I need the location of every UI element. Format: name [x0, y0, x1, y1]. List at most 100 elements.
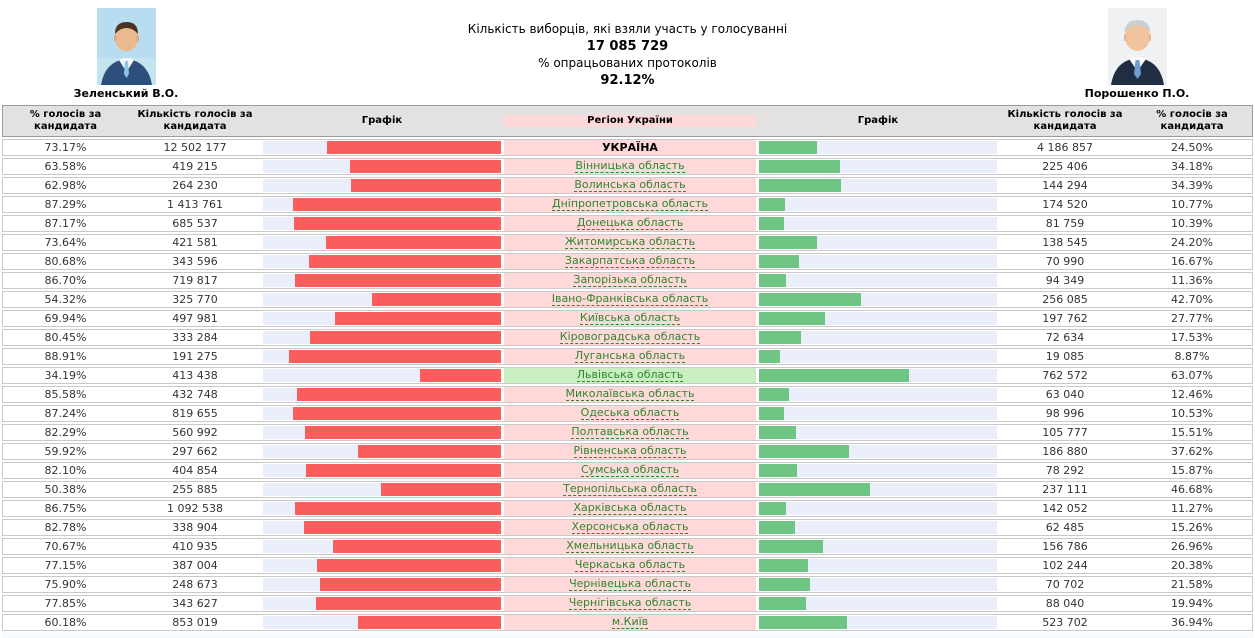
poroshenko-bar-track — [759, 445, 997, 458]
region-link[interactable]: Кіровоградська область — [559, 330, 701, 344]
zelensky-graph-cell — [262, 520, 502, 535]
region-link[interactable]: Івано-Франківська область — [551, 292, 709, 306]
poroshenko-votes: 62 485 — [1045, 521, 1085, 534]
region-link[interactable]: Донецька область — [576, 216, 684, 230]
zelensky-graph-cell — [262, 235, 502, 250]
zelensky-pct: 87.29% — [44, 198, 87, 211]
zelensky-pct: 80.68% — [44, 255, 87, 268]
zelensky-bar-track — [263, 388, 501, 401]
poroshenko-votes: 144 294 — [1042, 179, 1088, 192]
region-link[interactable]: Київська область — [579, 311, 681, 325]
region-link[interactable]: Рівненська область — [573, 444, 687, 458]
poroshenko-bar-track — [759, 179, 997, 192]
poroshenko-bar-track — [759, 198, 997, 211]
zelensky-votes: 387 004 — [172, 559, 218, 572]
poroshenko-bar — [759, 559, 808, 572]
zelensky-votes: 719 817 — [172, 274, 218, 287]
region-link[interactable]: Запорізька область — [573, 273, 687, 287]
poroshenko-graph-cell — [758, 235, 998, 250]
region-link[interactable]: Черкаська область — [574, 558, 686, 572]
zelensky-votes: 497 981 — [172, 312, 218, 325]
zelensky-bar-track — [263, 274, 501, 287]
zelensky-graph-cell — [262, 577, 502, 592]
zelensky-bar — [305, 426, 501, 439]
region-link[interactable]: Луганська область — [574, 349, 686, 363]
candidate-left-name: Зеленський В.О. — [73, 87, 179, 100]
poroshenko-votes: 762 572 — [1042, 369, 1088, 382]
zelensky-bar-track — [263, 331, 501, 344]
zelensky-graph-cell — [262, 292, 502, 307]
region-total-label: УКРАЇНА — [602, 140, 658, 154]
protocols-label: % опрацьованих протоколів — [538, 56, 717, 70]
zelensky-bar-track — [263, 597, 501, 610]
region-link[interactable]: Миколаївська область — [565, 387, 695, 401]
zelensky-bar — [358, 445, 501, 458]
poroshenko-graph-cell — [758, 387, 998, 402]
region-cell: Львівська область — [504, 368, 756, 383]
zelensky-bar-track — [263, 369, 501, 382]
zelensky-pct: 73.64% — [44, 236, 87, 249]
region-cell: Сумська область — [504, 463, 756, 478]
zelensky-pct: 54.32% — [44, 293, 87, 306]
poroshenko-pct: 10.53% — [1171, 407, 1213, 420]
poroshenko-pct: 24.50% — [1171, 141, 1213, 154]
zelensky-pct: 63.58% — [44, 160, 87, 173]
zelensky-bar — [325, 236, 501, 249]
poroshenko-pct: 11.36% — [1171, 274, 1213, 287]
region-cell: м.Київ — [504, 615, 756, 630]
region-cell: Луганська область — [504, 349, 756, 364]
table-row: 85.58% 432 748 Миколаївська область 63 0… — [2, 386, 1253, 403]
zelensky-bar-track — [263, 502, 501, 515]
zelensky-pct: 88.91% — [44, 350, 87, 363]
region-link[interactable]: Сумська область — [580, 463, 680, 477]
poroshenko-pct: 12.46% — [1171, 388, 1213, 401]
table-row: 60.18% 853 019 м.Київ 523 702 36.94% — [2, 614, 1253, 631]
poroshenko-bar — [759, 293, 861, 306]
poroshenko-bar-track — [759, 274, 997, 287]
poroshenko-graph-cell — [758, 482, 998, 497]
region-link[interactable]: Волинська область — [574, 178, 686, 192]
poroshenko-graph-cell — [758, 444, 998, 459]
region-link[interactable]: Харківська область — [573, 501, 687, 515]
region-link[interactable]: Львівська область — [576, 368, 684, 382]
candidate-right: Порошенко П.О. — [1057, 8, 1217, 100]
zelensky-bar — [332, 540, 501, 553]
poroshenko-bar — [759, 331, 801, 344]
poroshenko-bar — [759, 160, 841, 173]
table-row: 69.94% 497 981 Київська область 197 762 … — [2, 310, 1253, 327]
zelensky-bar — [326, 141, 501, 154]
region-link[interactable]: Херсонська область — [571, 520, 689, 534]
poroshenko-bar — [759, 502, 786, 515]
zelensky-votes: 421 581 — [172, 236, 218, 249]
poroshenko-pct: 20.38% — [1171, 559, 1213, 572]
poroshenko-graph-cell — [758, 216, 998, 231]
table-row: 73.17% 12 502 177 УКРАЇНА 4 186 857 24.5… — [2, 139, 1253, 156]
region-link[interactable]: Житомирська область — [564, 235, 696, 249]
table-row: 82.29% 560 992 Полтавська область 105 77… — [2, 424, 1253, 441]
region-link[interactable]: Дніпропетровська область — [552, 197, 708, 211]
region-link[interactable]: Тернопільська область — [563, 482, 697, 496]
region-link[interactable]: Хмельницька область — [566, 539, 694, 553]
zelensky-votes: 685 537 — [172, 217, 218, 230]
zelensky-graph-cell — [262, 482, 502, 497]
region-cell: УКРАЇНА — [504, 140, 756, 155]
region-cell: Івано-Франківська область — [504, 292, 756, 307]
zelensky-bar — [334, 312, 501, 325]
zelensky-pct: 77.85% — [44, 597, 87, 610]
region-link[interactable]: Чернігівська область — [568, 596, 692, 610]
zelensky-bar-track — [263, 198, 501, 211]
poroshenko-graph-cell — [758, 159, 998, 174]
region-link[interactable]: Одеська область — [580, 406, 680, 420]
region-link[interactable]: Закарпатська область — [564, 254, 696, 268]
zelensky-votes: 264 230 — [172, 179, 218, 192]
table-row: 34.19% 413 438 Львівська область 762 572… — [2, 367, 1253, 384]
table-header-row: % голосів за кандидата Кількість голосів … — [2, 105, 1253, 137]
region-link[interactable]: м.Київ — [611, 615, 649, 629]
table-row: 63.58% 419 215 Вінницька область 225 406… — [2, 158, 1253, 175]
region-link[interactable]: Чернівецька область — [569, 577, 691, 591]
table-row: 87.17% 685 537 Донецька область 81 759 1… — [2, 215, 1253, 232]
poroshenko-bar-track — [759, 160, 997, 173]
region-link[interactable]: Полтавська область — [571, 425, 689, 439]
zelensky-bar-track — [263, 578, 501, 591]
region-link[interactable]: Вінницька область — [575, 159, 685, 173]
